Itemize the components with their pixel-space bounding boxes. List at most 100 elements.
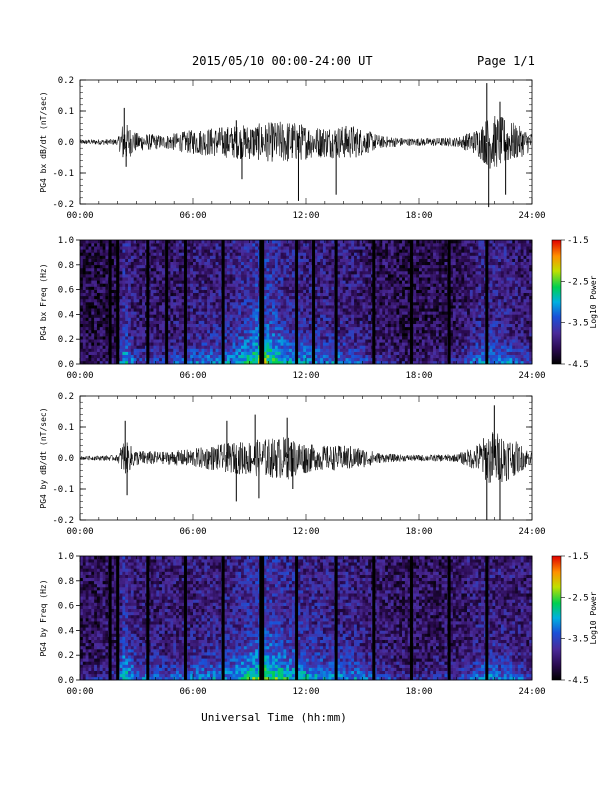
spectrogram-cell xyxy=(170,333,174,337)
spectrogram-cell xyxy=(413,261,417,266)
spectrogram-cell xyxy=(421,360,425,365)
spectrogram-cell xyxy=(195,345,199,349)
spectrogram-cell xyxy=(204,323,208,328)
spectrogram-cell xyxy=(99,292,103,297)
spectrogram-cell xyxy=(232,308,236,312)
spectrogram-cell xyxy=(373,264,377,269)
spectrogram-cell xyxy=(207,357,211,362)
spectrogram-cell xyxy=(232,348,236,352)
spectrogram-cell xyxy=(198,345,202,349)
spectrogram-cell xyxy=(419,323,423,328)
spectrogram-cell xyxy=(119,302,123,306)
spectrogram-cell xyxy=(209,339,214,343)
spectrogram-cell xyxy=(181,329,185,334)
spectrogram-cell xyxy=(368,289,372,293)
spectrogram-cell xyxy=(320,333,324,337)
spectrogram-cell xyxy=(209,351,214,355)
spectrogram-cell xyxy=(102,339,106,343)
spectrogram-cell xyxy=(204,333,208,337)
spectrogram-cell xyxy=(419,298,423,303)
spectrogram-cell xyxy=(128,326,132,331)
spectrogram-cell xyxy=(212,277,216,281)
spectrogram-cell xyxy=(249,354,253,359)
spectrogram-cell xyxy=(238,267,242,272)
spectrogram-cell xyxy=(85,240,89,244)
spectrogram-cell xyxy=(88,258,92,262)
spectrogram-cell xyxy=(96,333,101,337)
spectrogram-cell xyxy=(399,280,403,284)
spectrogram-cell xyxy=(354,302,358,306)
spectrogram-cell xyxy=(368,295,372,300)
spectrogram-cell xyxy=(354,240,358,244)
spectrogram-cell xyxy=(413,289,417,293)
spectrogram-cell xyxy=(229,351,233,355)
spectrogram-cell xyxy=(362,292,366,297)
spectrogram-cell xyxy=(339,326,344,331)
spectrogram-cell xyxy=(130,351,134,355)
spectrogram-cell xyxy=(300,311,304,315)
spectrogram-cell xyxy=(209,295,214,300)
spectrogram-cell xyxy=(204,314,208,318)
spectrogram-cell xyxy=(368,308,372,312)
spectrogram-cell xyxy=(82,354,86,359)
spectrogram-cell xyxy=(159,298,163,303)
spectrogram-cell xyxy=(119,286,123,290)
spectrogram-cell xyxy=(111,286,115,290)
spectrogram-cell xyxy=(88,354,92,359)
spectrogram-cell xyxy=(139,258,143,262)
spectrogram-cell xyxy=(322,348,327,352)
spectrogram-cell xyxy=(167,246,171,250)
spectrogram-cell xyxy=(136,289,140,293)
spectrogram-cell xyxy=(147,249,151,253)
spectrogram-cell xyxy=(382,345,386,349)
spectrogram-cell xyxy=(407,311,411,315)
spectrogram-cell xyxy=(181,320,185,324)
spectrogram-cell xyxy=(291,320,296,324)
spectrogram-cell xyxy=(195,302,199,306)
spectrogram-cell xyxy=(156,280,160,284)
spectrogram-cell xyxy=(416,348,420,352)
spectrogram-cell xyxy=(317,255,321,259)
spectrogram-cell xyxy=(413,342,417,346)
spectrogram-cell xyxy=(122,320,126,324)
spectrogram-cell xyxy=(387,280,392,284)
spectrogram-cell xyxy=(385,342,389,346)
spectrogram-cell xyxy=(252,295,256,300)
spectrogram-cell xyxy=(187,311,191,315)
spectrogram-cell xyxy=(317,311,321,315)
spectrogram-cell xyxy=(161,320,166,324)
spectrogram-cell xyxy=(136,249,140,253)
spectrogram-cell xyxy=(289,274,293,278)
spectrogram-cell xyxy=(232,357,236,362)
spectrogram-cell xyxy=(82,348,86,352)
spectrogram-cell xyxy=(283,320,287,324)
spectrogram-cell xyxy=(274,345,279,349)
spectrogram-cell xyxy=(337,339,341,343)
spectrogram-cell xyxy=(161,302,166,306)
spectrogram-cell xyxy=(407,317,411,321)
spectrogram-cell xyxy=(289,283,293,287)
spectrogram-cell xyxy=(280,360,284,365)
spectrogram-cell xyxy=(255,333,259,337)
spectrogram-cell xyxy=(297,339,301,343)
spectrogram-cell xyxy=(198,289,202,293)
spectrogram-cell xyxy=(365,283,369,287)
spectrogram-cell xyxy=(241,314,245,318)
spectrogram-cell xyxy=(190,323,194,328)
spectrogram-cell xyxy=(297,255,301,259)
spectrogram-cell xyxy=(404,345,409,349)
spectrogram-cell xyxy=(181,289,185,293)
spectrogram-cell xyxy=(351,264,355,269)
spectrogram-cell xyxy=(421,342,425,346)
y-tick-label: 0.1 xyxy=(58,107,74,117)
spectrogram-cell xyxy=(218,351,222,355)
spectrogram-cell xyxy=(286,289,290,293)
spectrogram-cell xyxy=(241,286,245,290)
spectrogram-cell xyxy=(376,311,380,315)
spectrogram-cell xyxy=(96,345,101,349)
spectrogram-cell xyxy=(209,292,214,297)
spectrogram-cell xyxy=(209,360,214,365)
spectrogram-cell xyxy=(85,289,89,293)
spectrogram-cell xyxy=(274,329,279,334)
spectrogram-cell xyxy=(226,345,231,349)
